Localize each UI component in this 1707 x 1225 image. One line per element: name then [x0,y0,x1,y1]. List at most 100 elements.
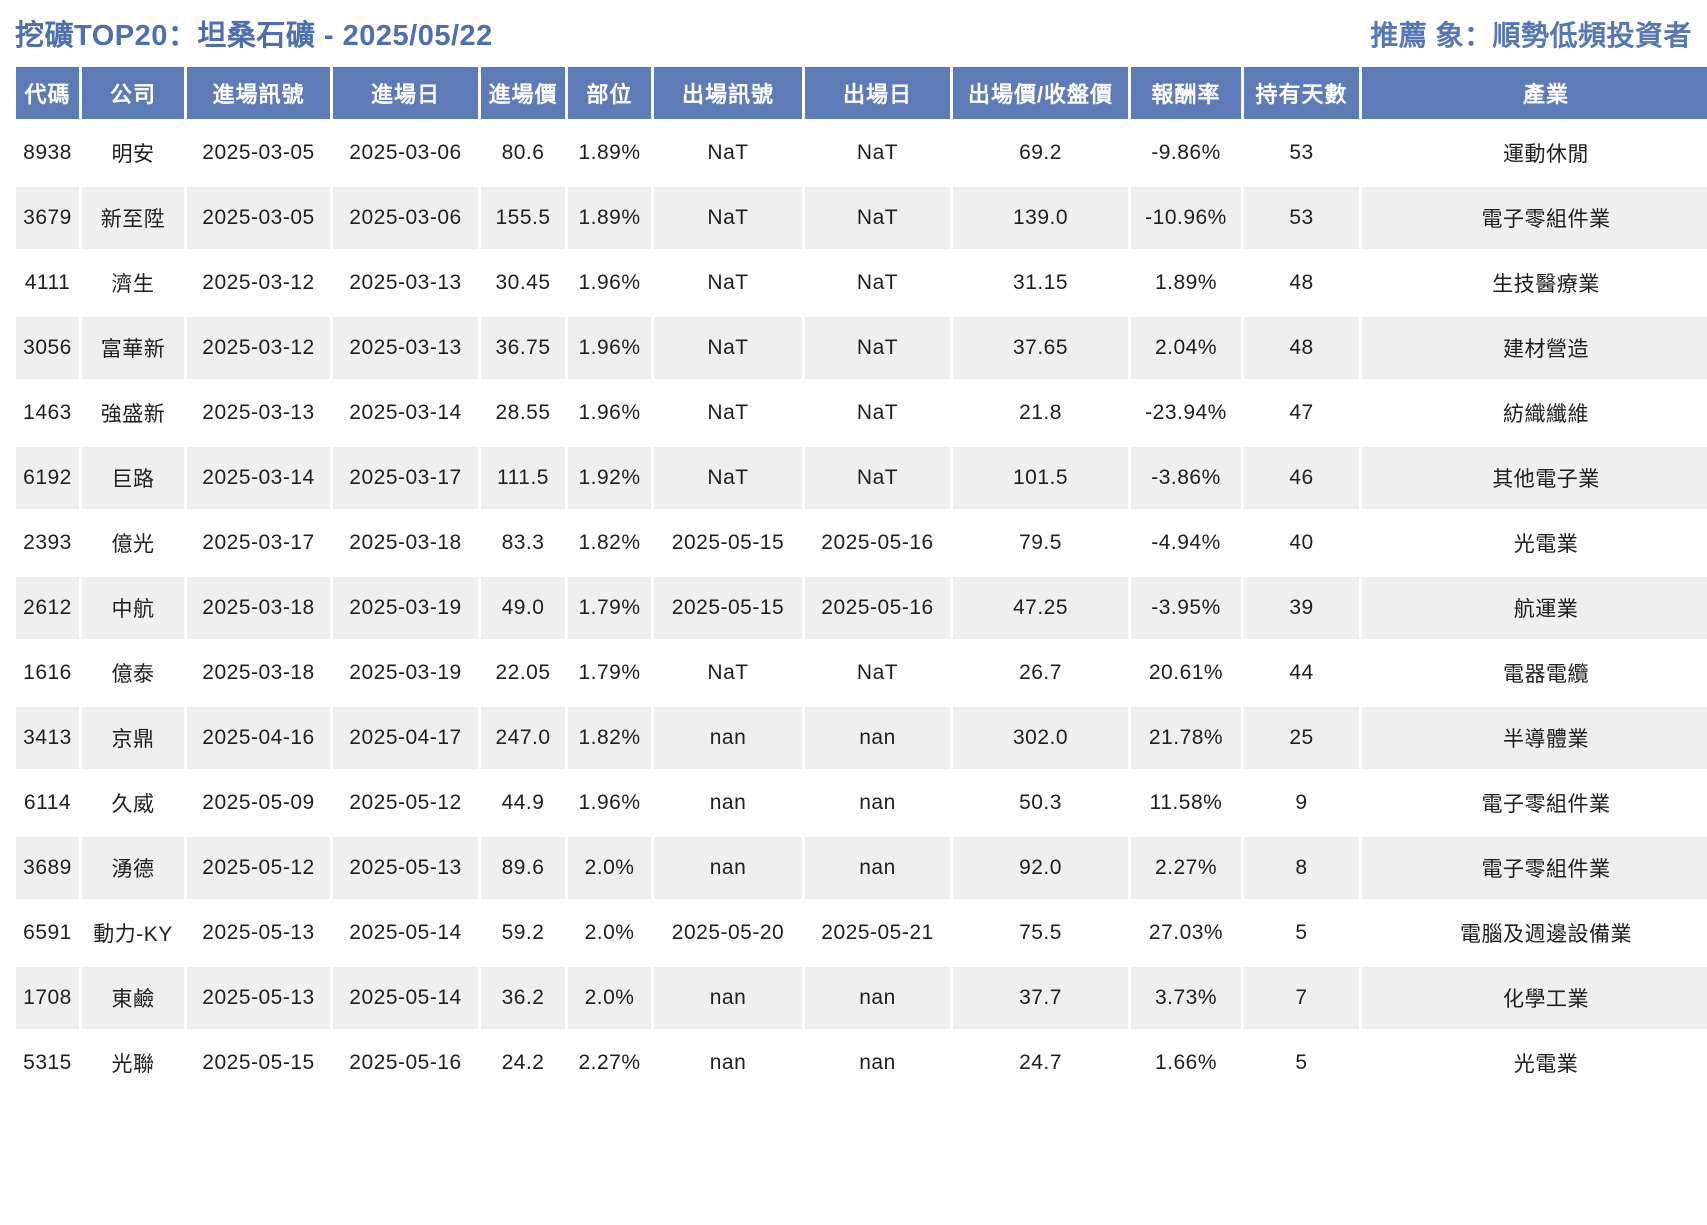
table-cell: 8938 [16,122,79,184]
table-cell: 東鹼 [82,967,184,1029]
table-cell: 9 [1244,772,1359,834]
table-cell: 運動休閒 [1362,122,1707,184]
table-cell: 2025-03-18 [187,577,330,639]
column-header: 進場價 [481,67,565,119]
table-cell: 8 [1244,837,1359,899]
table-cell: nan [805,837,950,899]
table-cell: 101.5 [953,447,1128,509]
table-cell: 5315 [16,1032,79,1094]
table-cell: 2025-03-18 [333,512,478,574]
table-row: 3689 湧德 2025-05-12 2025-05-13 89.6 2.0% nan nan… [16,837,1707,899]
table-cell: 2025-03-19 [333,642,478,704]
table-cell: 電子零組件業 [1362,837,1707,899]
table-cell: 建材營造 [1362,317,1707,379]
table-cell: 5 [1244,902,1359,964]
table-cell: 2025-04-16 [187,707,330,769]
table-cell: 139.0 [953,187,1128,249]
table-body: 8938 明安 2025-03-05 2025-03-06 80.6 1.89% NaT Na… [16,122,1707,1094]
table-cell: 39 [1244,577,1359,639]
table-cell: 53 [1244,122,1359,184]
table-cell: 1.82% [568,512,651,574]
table-cell: 1.96% [568,317,651,379]
column-header: 進場日 [333,67,478,119]
table-cell: 強盛新 [82,382,184,444]
table-cell: 富華新 [82,317,184,379]
table-cell: NaT [805,252,950,314]
table-cell: -3.86% [1131,447,1241,509]
table-cell: 2025-05-20 [654,902,802,964]
table-cell: 生技醫療業 [1362,252,1707,314]
table-row: 1708 東鹼 2025-05-13 2025-05-14 36.2 2.0% nan nan… [16,967,1707,1029]
table-cell: 光電業 [1362,512,1707,574]
column-header: 出場價/收盤價 [953,67,1128,119]
table-cell: 2025-04-17 [333,707,478,769]
table-row: 5315 光聯 2025-05-15 2025-05-16 24.2 2.27% nan na… [16,1032,1707,1094]
table-cell: 2.0% [568,837,651,899]
table-row: 3056 富華新 2025-03-12 2025-03-13 36.75 1.96% NaT… [16,317,1707,379]
table-cell: 2.04% [1131,317,1241,379]
table-cell: NaT [654,252,802,314]
table-cell: nan [805,707,950,769]
table-cell: 24.2 [481,1032,565,1094]
table-cell: 2025-05-12 [333,772,478,834]
table-cell: 89.6 [481,837,565,899]
table-cell: 航運業 [1362,577,1707,639]
table-cell: 紡織纖維 [1362,382,1707,444]
table-cell: 1.79% [568,577,651,639]
table-cell: 2025-03-06 [333,187,478,249]
table-cell: 電腦及週邊設備業 [1362,902,1707,964]
table-cell: -10.96% [1131,187,1241,249]
table-cell: 2612 [16,577,79,639]
table-cell: 20.61% [1131,642,1241,704]
table-cell: 2025-03-13 [333,252,478,314]
table-cell: 久威 [82,772,184,834]
table-cell: 1.79% [568,642,651,704]
table-cell: nan [654,707,802,769]
table-cell: 80.6 [481,122,565,184]
table-cell: 2025-03-05 [187,187,330,249]
table-cell: 22.05 [481,642,565,704]
table-cell: NaT [805,382,950,444]
table-cell: 24.7 [953,1032,1128,1094]
table-cell: 44.9 [481,772,565,834]
table-cell: 光電業 [1362,1032,1707,1094]
table-cell: 2025-05-09 [187,772,330,834]
table-cell: 49.0 [481,577,565,639]
table-cell: 92.0 [953,837,1128,899]
table-cell: 電子零組件業 [1362,772,1707,834]
table-cell: 31.15 [953,252,1128,314]
table-cell: 3689 [16,837,79,899]
table-cell: nan [654,967,802,1029]
table-cell: 2025-03-13 [333,317,478,379]
table-cell: 47 [1244,382,1359,444]
table-cell: 6114 [16,772,79,834]
table-cell: 2025-05-13 [187,967,330,1029]
table-cell: 26.7 [953,642,1128,704]
positions-table: 代碼 公司 進場訊號 進場日 進場價 部位 出場訊號 出場日 出場價/收盤價 報酬率 持有天數 產業 … [13,64,1707,1097]
table-cell: 21.8 [953,382,1128,444]
table-cell: nan [654,837,802,899]
table-cell: 1616 [16,642,79,704]
table-cell: 2025-03-14 [333,382,478,444]
table-cell: 2025-03-19 [333,577,478,639]
table-cell: 2025-05-16 [805,577,950,639]
table-cell: 36.75 [481,317,565,379]
table-cell: 1.92% [568,447,651,509]
table-cell: 79.5 [953,512,1128,574]
column-header: 持有天數 [1244,67,1359,119]
table-cell: 111.5 [481,447,565,509]
table-cell: 1463 [16,382,79,444]
table-cell: 2025-05-15 [654,512,802,574]
table-cell: NaT [805,122,950,184]
table-cell: nan [805,1032,950,1094]
table-row: 8938 明安 2025-03-05 2025-03-06 80.6 1.89% NaT Na… [16,122,1707,184]
table-cell: 新至陞 [82,187,184,249]
title-bar: 挖礦TOP20：坦桑石礦 - 2025/05/22 推薦 象：順勢低頻投資者 [13,8,1694,64]
table-cell: 7 [1244,967,1359,1029]
table-cell: 2025-05-16 [333,1032,478,1094]
table-cell: 27.03% [1131,902,1241,964]
table-row: 1463 強盛新 2025-03-13 2025-03-14 28.55 1.96% NaT… [16,382,1707,444]
table-cell: 6192 [16,447,79,509]
table-cell: 京鼎 [82,707,184,769]
table-cell: -4.94% [1131,512,1241,574]
